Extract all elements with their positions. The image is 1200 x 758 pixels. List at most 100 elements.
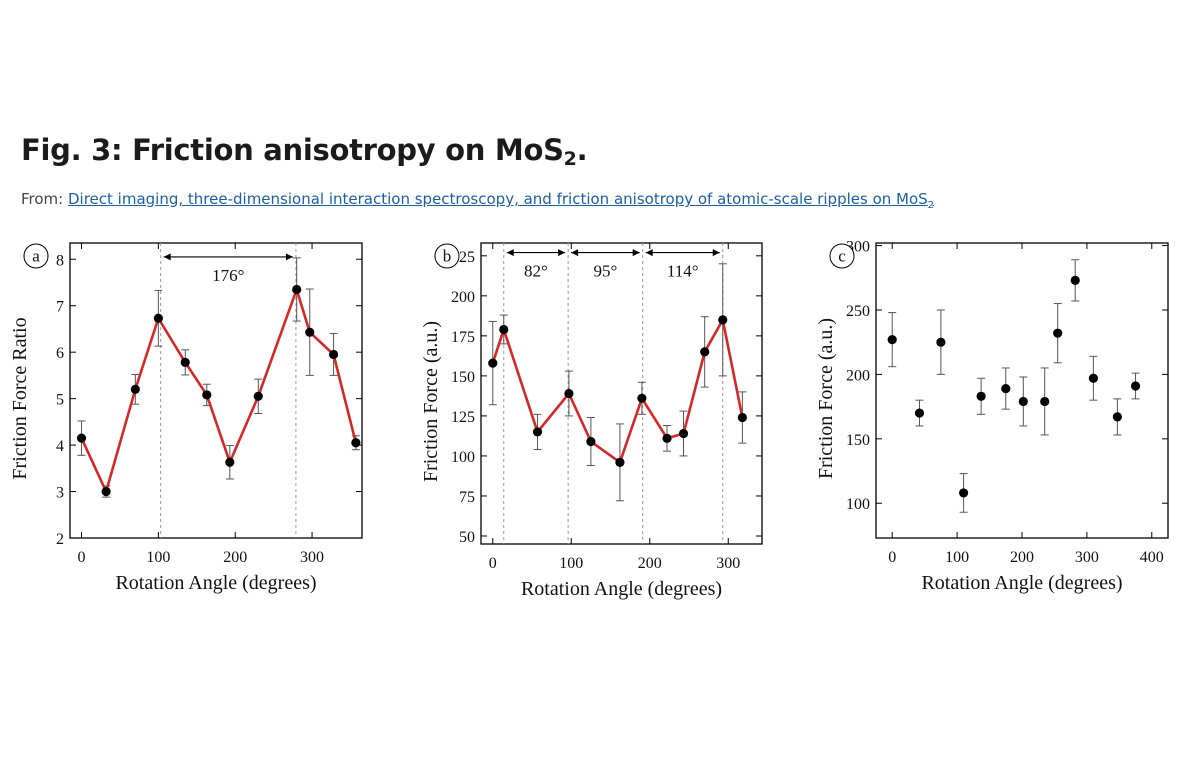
- data-point: [1070, 275, 1080, 285]
- x-axis-label: Rotation Angle (degrees): [115, 572, 316, 594]
- x-tick-label: 0: [78, 549, 86, 566]
- data-point: [1112, 412, 1122, 422]
- annotation-arrowhead-left: [645, 249, 653, 257]
- plot-frame: [480, 242, 763, 545]
- y-tick-label: 3: [56, 485, 64, 502]
- annotation-label: 176°: [212, 266, 244, 285]
- y-axis-label: Friction Force (a.u.): [420, 321, 442, 482]
- y-tick-label: 100: [846, 496, 870, 513]
- panel-label: c: [838, 247, 846, 266]
- x-tick-label: 200: [638, 555, 662, 572]
- data-point: [253, 391, 263, 401]
- data-point: [662, 433, 672, 443]
- data-point: [130, 384, 140, 394]
- source-article-link-text: Direct imaging, three-dimensional intera…: [68, 190, 928, 208]
- annotation-arrowhead-right: [558, 249, 566, 257]
- data-point: [718, 315, 728, 325]
- data-point: [1001, 383, 1011, 394]
- annotation-arrowhead-right: [632, 249, 640, 257]
- y-tick-label: 250: [846, 303, 870, 320]
- data-point: [936, 337, 946, 347]
- data-point: [1040, 396, 1050, 407]
- y-tick-label: 50: [459, 529, 475, 546]
- data-point: [976, 391, 986, 401]
- x-tick-label: 100: [945, 549, 969, 566]
- y-tick-label: 6: [56, 345, 64, 362]
- data-point: [1018, 396, 1028, 407]
- annotation-arrowhead-right: [712, 249, 720, 257]
- y-tick-label: 200: [451, 289, 475, 306]
- data-point: [586, 436, 596, 447]
- x-tick-label: 0: [489, 555, 497, 572]
- source-article-link[interactable]: Direct imaging, three-dimensional intera…: [68, 190, 935, 211]
- series-line: [491, 318, 744, 464]
- y-axis-label: Friction Force (a.u.): [815, 318, 837, 479]
- x-tick-label: 100: [146, 549, 170, 566]
- x-tick-label: 300: [300, 549, 324, 566]
- data-point: [153, 313, 163, 323]
- annotation-arrowhead-right: [285, 253, 293, 261]
- data-point: [180, 357, 190, 367]
- y-tick-label: 8: [56, 252, 64, 269]
- x-tick-label: 0: [888, 549, 896, 566]
- data-point: [914, 408, 925, 418]
- source-from-label: From:: [21, 190, 64, 208]
- y-tick-label: 150: [451, 369, 475, 386]
- x-tick-label: 200: [223, 549, 247, 566]
- data-point: [488, 358, 498, 368]
- data-point: [887, 335, 897, 345]
- y-tick-label: 2: [56, 531, 64, 548]
- series-line: [80, 288, 358, 493]
- panel-label-circle: [829, 243, 855, 269]
- panel-b: 0 100 200 3005075100125150175200225Rotation…: [420, 242, 763, 600]
- data-point: [959, 488, 969, 498]
- y-tick-label: 4: [56, 438, 64, 455]
- data-point: [76, 433, 87, 443]
- figure-title: Fig. 3: Friction anisotropy on MoS2.: [21, 133, 588, 170]
- x-tick-label: 300: [1075, 549, 1099, 566]
- data-point: [637, 393, 647, 403]
- x-axis-label: Rotation Angle (degrees): [521, 578, 722, 600]
- data-point: [678, 428, 689, 439]
- source-line: From: Direct imaging, three-dimensional …: [21, 190, 934, 211]
- data-point: [1088, 373, 1098, 383]
- y-tick-label: 75: [459, 489, 475, 506]
- data-point: [615, 457, 625, 467]
- data-point: [225, 457, 235, 467]
- panel-label-circle: [23, 243, 49, 269]
- x-tick-label: 100: [559, 555, 583, 572]
- data-point: [351, 438, 361, 448]
- x-tick-label: 400: [1140, 549, 1164, 566]
- data-point: [101, 486, 111, 497]
- data-point: [292, 284, 302, 295]
- annotation-arrowhead-left: [571, 249, 579, 257]
- x-tick-label: 300: [716, 555, 740, 572]
- figure-title-text: Fig. 3: Friction anisotropy on MoS: [21, 133, 564, 167]
- source-article-link-subscript: 2: [927, 200, 935, 211]
- y-tick-label: 175: [451, 329, 475, 346]
- y-tick-label: 200: [846, 367, 870, 384]
- data-point: [564, 388, 574, 399]
- annotation-label: 114°: [667, 262, 699, 281]
- x-axis-label: Rotation Angle (degrees): [921, 572, 1122, 594]
- panel-label-circle: [434, 243, 460, 269]
- data-point: [737, 412, 747, 423]
- annotation-arrowhead-left: [506, 249, 514, 257]
- data-point: [1053, 328, 1063, 338]
- plot-frame: [69, 242, 363, 539]
- y-axis-label: Friction Force Ratio: [9, 317, 31, 479]
- plot-frame: [875, 242, 1169, 539]
- data-point: [1130, 381, 1141, 391]
- annotation-label: 95°: [594, 262, 618, 281]
- data-point: [499, 324, 509, 335]
- annotation-label: 82°: [524, 262, 548, 281]
- panel-label: b: [443, 247, 452, 266]
- y-tick-label: 5: [56, 392, 64, 409]
- figure-title-suffix: .: [576, 133, 588, 167]
- data-point: [305, 327, 315, 337]
- x-tick-label: 200: [1010, 549, 1034, 566]
- y-tick-label: 150: [846, 432, 870, 449]
- annotation-arrowhead-left: [163, 253, 171, 261]
- data-point: [202, 390, 212, 400]
